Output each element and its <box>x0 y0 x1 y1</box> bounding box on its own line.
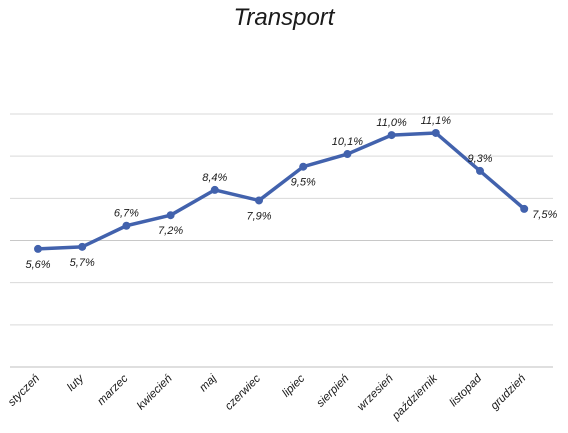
x-tick-label: luty <box>65 372 87 394</box>
data-point <box>431 128 440 137</box>
data-label: 10,1% <box>332 136 363 148</box>
data-point <box>34 244 42 253</box>
data-label: 5,6% <box>25 259 50 271</box>
series-line <box>36 131 526 251</box>
data-point <box>476 166 484 175</box>
data-label: 7,5% <box>532 209 557 221</box>
data-point <box>166 211 175 220</box>
data-label: 9,3% <box>467 153 492 165</box>
data-label: 6,7% <box>114 208 139 220</box>
data-label: 5,7% <box>70 257 95 269</box>
x-tick-label: marzec <box>95 372 130 407</box>
x-tick-label: grudzień <box>489 373 529 413</box>
data-label: 11,1% <box>421 115 452 127</box>
data-label: 7,2% <box>158 225 183 237</box>
x-tick-label: wrzesień <box>355 373 396 414</box>
x-tick-label: styczeń <box>6 373 42 409</box>
data-point <box>78 242 87 251</box>
data-point <box>255 196 263 205</box>
x-tick-label: czerwiec <box>223 372 263 412</box>
data-point <box>343 150 352 159</box>
x-tick-label: maj <box>197 372 219 394</box>
data-point <box>122 221 131 230</box>
data-label: 8,4% <box>202 172 227 184</box>
data-point <box>299 162 308 171</box>
data-point <box>387 131 396 140</box>
data-label: 7,9% <box>246 210 271 222</box>
x-tick-label: lipiec <box>280 372 307 399</box>
data-label: 11,0% <box>376 117 407 129</box>
chart-title: Transport <box>233 4 335 31</box>
x-tick-label: październik <box>390 372 441 423</box>
x-tick-label: listopad <box>448 372 485 409</box>
data-label: 9,5% <box>291 177 316 189</box>
data-point <box>520 204 529 213</box>
data-point <box>210 185 219 194</box>
x-tick-label: sierpień <box>315 373 352 410</box>
x-tick-label: kwiecień <box>135 373 175 413</box>
